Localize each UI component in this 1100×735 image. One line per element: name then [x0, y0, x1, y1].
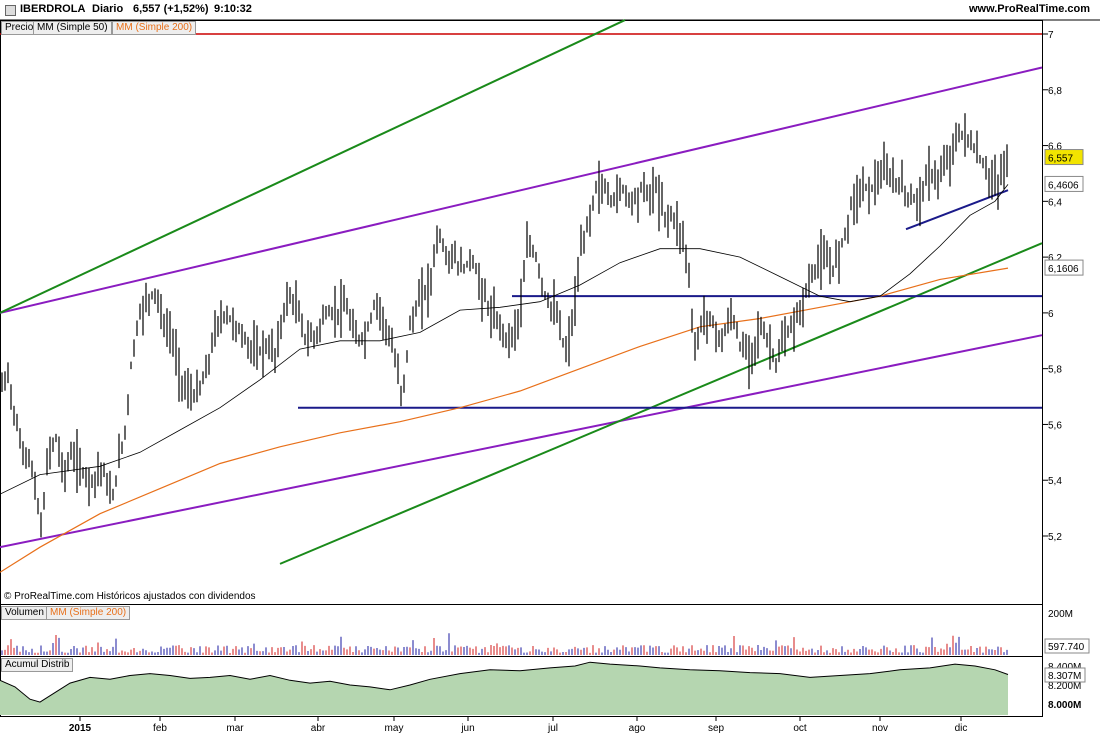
legend-ma50[interactable]: MM (Simple 50): [33, 21, 112, 35]
y-tick-label: 6,4: [1048, 197, 1062, 208]
header-symbol: IBERDROLA: [20, 3, 86, 15]
y-tick-label: 7: [1048, 30, 1054, 41]
trendline-purple-lower: [0, 334, 1043, 549]
ma50-line: [0, 184, 1009, 495]
legend-volume[interactable]: Volumen: [1, 606, 48, 620]
acum-line: [0, 661, 1009, 703]
y-tick-label: 5,2: [1048, 532, 1062, 543]
x-tick-label: sep: [708, 723, 725, 734]
legend-volume-ma200[interactable]: MM (Simple 200): [46, 606, 131, 620]
watermark: © ProRealTime.com Históricos ajustados c…: [4, 591, 256, 602]
x-tick-label: dic: [955, 723, 968, 734]
x-tick-label: jul: [547, 723, 558, 734]
acum-value-box: [1044, 667, 1086, 683]
volume-y-tick: 200M: [1048, 609, 1073, 620]
x-tick-label: abr: [311, 723, 326, 734]
x-tick-label: ago: [629, 723, 646, 734]
trendline-green-upper: [0, 19, 626, 314]
acum-y-tick: 8.000M: [1048, 700, 1081, 711]
ma200-value-label: 6,1606: [1048, 264, 1079, 275]
header-time: 9:10:32: [214, 3, 252, 15]
x-tick-label: feb: [153, 723, 167, 734]
y-tick-label: 5,4: [1048, 476, 1062, 487]
ma50-value-label-box: [1044, 175, 1084, 192]
header-quote: 6,557 (+1,52%): [133, 3, 209, 15]
trendline-blue-short-trend: [905, 189, 1009, 231]
volume-value-label: 597.740: [1048, 642, 1085, 653]
header-period: Diario: [92, 3, 124, 15]
y-tick-label: 6,6: [1048, 142, 1062, 153]
y-tick-label: 5,6: [1048, 420, 1062, 431]
x-tick-label: 2015: [69, 723, 92, 734]
y-tick-label: 6,2: [1048, 253, 1062, 264]
ma200-line: [0, 267, 1009, 573]
acum-value-label: 8.307M: [1048, 671, 1081, 682]
y-tick-label: 5,8: [1048, 365, 1062, 376]
volume-value-box: [1044, 638, 1090, 654]
x-tick-label: mar: [226, 723, 244, 734]
header-menu-icon[interactable]: [5, 5, 16, 16]
ma200-value-label-box: [1044, 259, 1084, 276]
x-tick-label: jun: [460, 723, 474, 734]
legend-price[interactable]: Precio: [1, 21, 38, 35]
x-tick-label: may: [385, 723, 404, 734]
last-price-label: 6,557: [1048, 154, 1073, 165]
trendline-green-lower: [279, 242, 1043, 565]
acum-y-tick: 8.200M: [1048, 681, 1081, 692]
header-site[interactable]: www.ProRealTime.com: [968, 3, 1090, 15]
acum-area: [0, 662, 1008, 715]
legend-ma200[interactable]: MM (Simple 200): [112, 21, 197, 35]
ma50-value-label: 6,4606: [1048, 180, 1079, 191]
trendline-purple-upper: [0, 66, 1043, 314]
legend-acum-distrib[interactable]: Acumul Distrib: [1, 658, 74, 672]
x-tick-label: nov: [872, 723, 888, 734]
y-tick-label: 6,8: [1048, 86, 1062, 97]
y-tick-label: 6: [1048, 309, 1054, 320]
x-tick-label: oct: [793, 723, 807, 734]
last-price-label-box: [1044, 149, 1084, 166]
